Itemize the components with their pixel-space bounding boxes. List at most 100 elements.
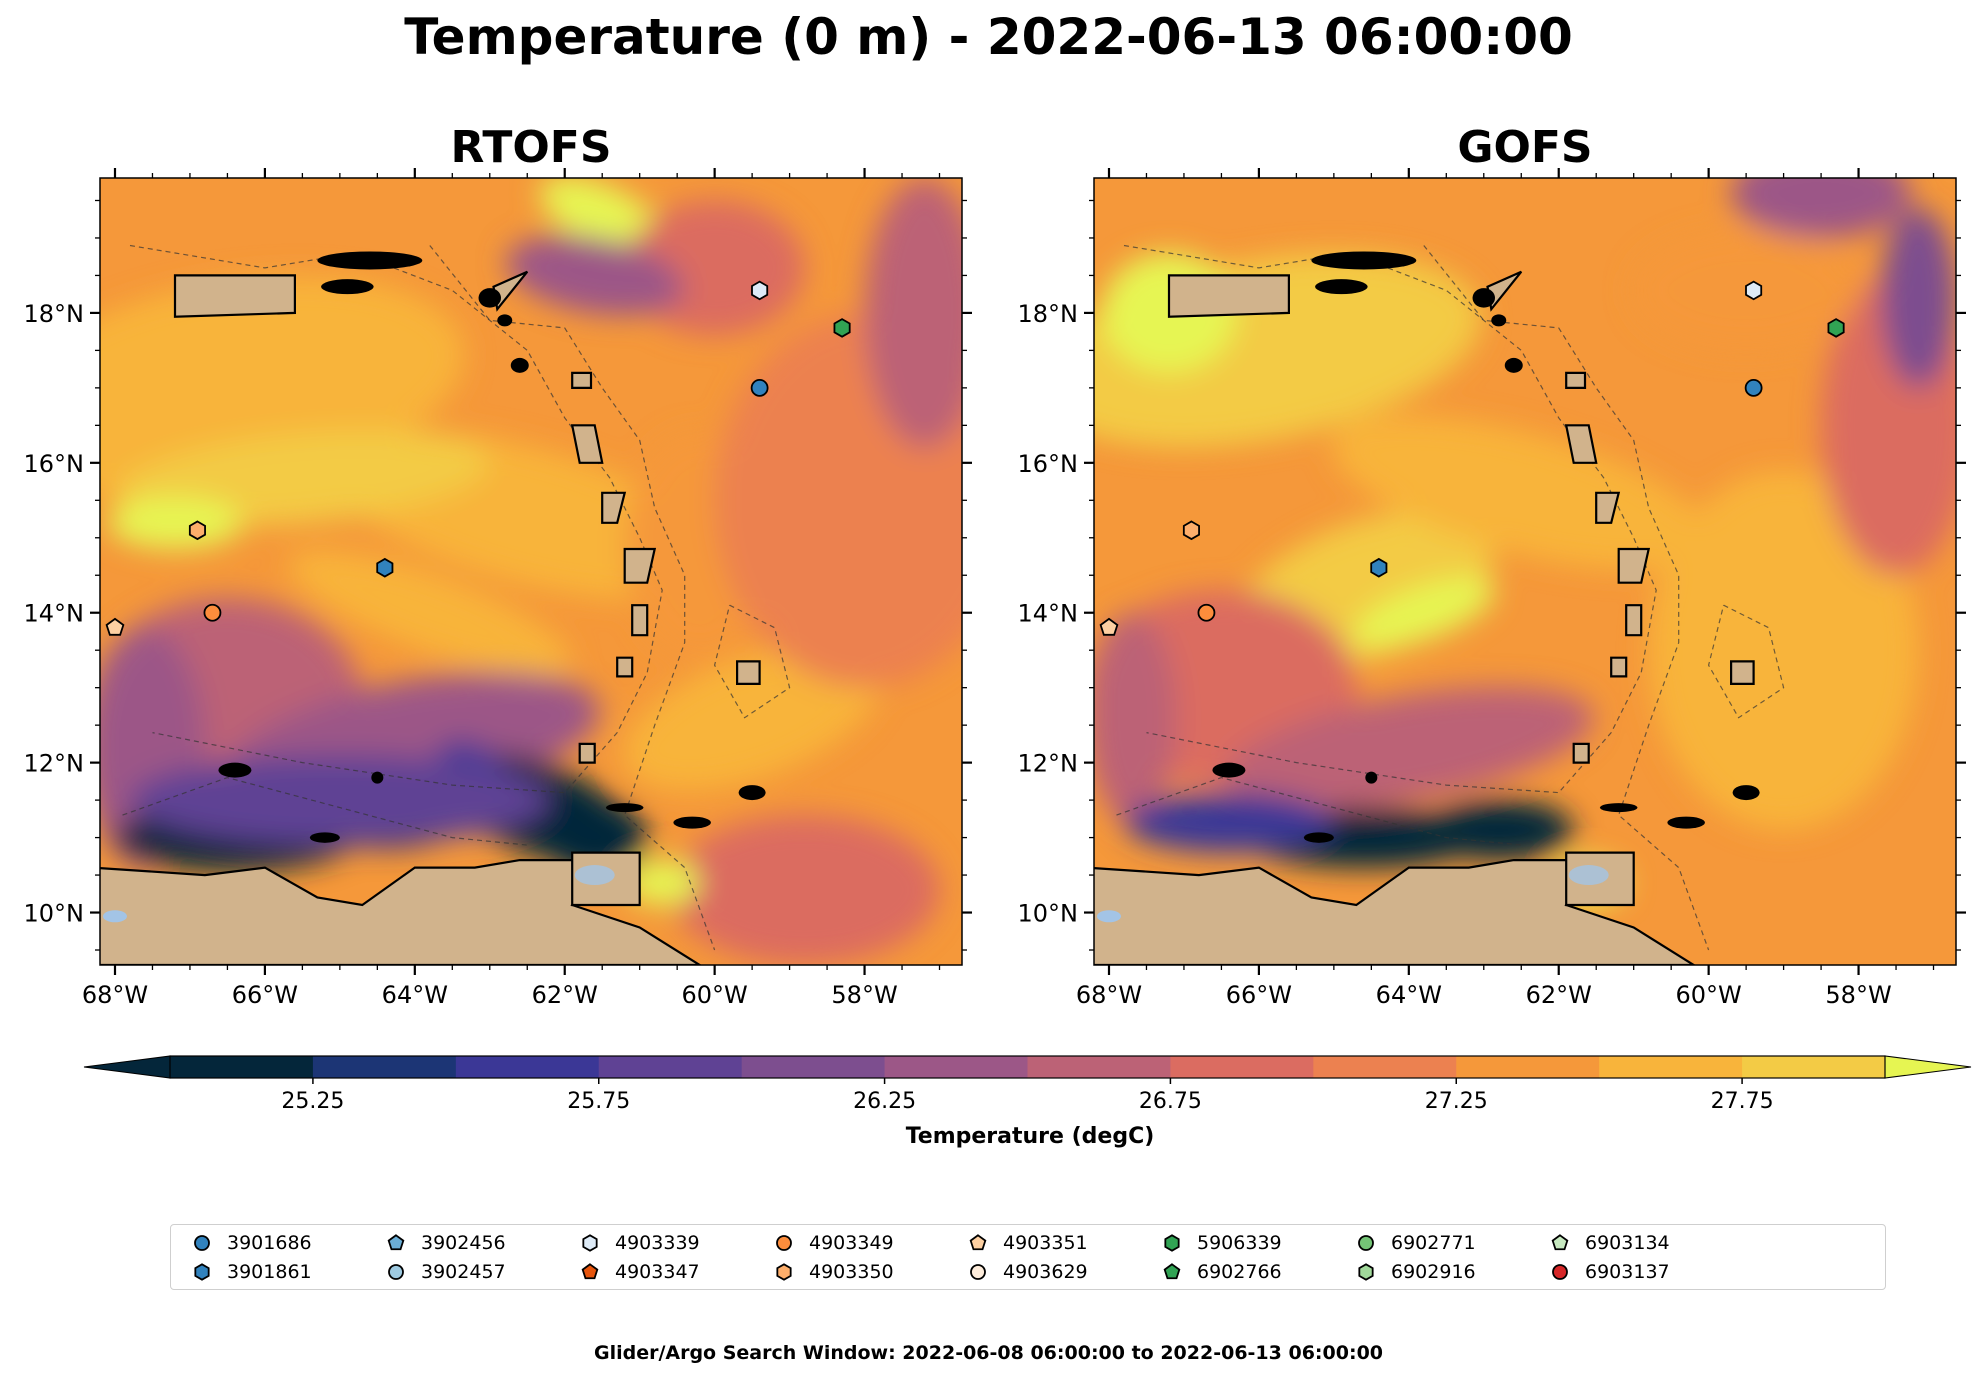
lat-tick-label: 14°N: [1018, 600, 1079, 628]
legend-item-5906339: 5906339: [1161, 1231, 1282, 1255]
legend-marker-icon: [194, 1235, 210, 1251]
float-marker-4903339: [751, 280, 769, 301]
lat-tick-label: 16°N: [24, 450, 85, 478]
legend-marker-6902766: [1163, 1263, 1181, 1280]
lon-tick-label: 58°W: [831, 981, 897, 1009]
colorbar-tick-label: 26.25: [853, 1089, 916, 1114]
legend-marker-3901686: [194, 1235, 210, 1251]
colorbar: 25.25 25.75 26.25 26.75 27.25 27.75: [83, 1055, 1972, 1114]
colorbar-extend-high: [1884, 1055, 1972, 1079]
colorbar-segment: [1599, 1056, 1743, 1078]
legend-label: 6902916: [1391, 1261, 1476, 1283]
legend-item-3901861: 3901861: [191, 1260, 312, 1284]
search-window-note: Glider/Argo Search Window: 2022-06-08 06…: [593, 1342, 1384, 1364]
temperature-field: [100, 178, 962, 965]
legend-label: 6903134: [1585, 1232, 1670, 1254]
axis-ticks: 68°W 66°W 64°W 62°W 60°W 58°W 10°N 12°N 14°N 16°N…: [24, 168, 972, 1009]
float-marker-4903339: [1745, 280, 1763, 301]
legend-marker-icon: [1551, 1234, 1569, 1251]
lon-tick-label: 60°W: [1676, 981, 1742, 1009]
legend-item-3901686: 3901686: [191, 1231, 312, 1255]
float-markers: [1099, 280, 1845, 636]
colorbar-tick-label: 26.75: [1139, 1089, 1202, 1114]
legend-marker-icon: [776, 1263, 792, 1281]
axis-ticks: 68°W 66°W 64°W 62°W 60°W 58°W 10°N 12°N 14°N 16°N…: [1018, 168, 1966, 1009]
legend-label: 4903347: [615, 1261, 700, 1283]
map-panel-gofs: 68°W 66°W 64°W 62°W 60°W 58°W 10°N 12°N 14°N 16°N…: [1018, 168, 1966, 1009]
colorbar-segment: [1313, 1056, 1457, 1078]
landmass: [100, 251, 766, 965]
colorbar-tick-label: 27.25: [1425, 1089, 1488, 1114]
landmass: [1094, 251, 1760, 965]
float-marker-3901861: [376, 557, 394, 578]
colorbar-label: Temperature (degC): [905, 1124, 1155, 1149]
legend-label: 4903339: [615, 1232, 700, 1254]
lat-tick-label: 12°N: [1018, 750, 1079, 778]
legend-label: 5906339: [1197, 1232, 1282, 1254]
lon-tick-label: 64°W: [382, 981, 448, 1009]
float-marker-5906339: [833, 318, 851, 338]
lat-tick-label: 10°N: [1018, 900, 1079, 928]
legend-marker-icon: [194, 1263, 210, 1281]
panel-title-gofs: GOFS: [1457, 122, 1593, 173]
float-marker-4903349: [1197, 603, 1216, 622]
float-marker-4903351: [105, 617, 125, 636]
legend-marker-icon: [1164, 1234, 1180, 1252]
lon-tick-label: 66°W: [1226, 981, 1292, 1009]
legend-label: 4903350: [809, 1261, 894, 1283]
legend-marker-5906339: [1164, 1234, 1180, 1252]
float-marker-4903350: [188, 520, 206, 541]
legend-marker-icon: [1358, 1263, 1374, 1281]
map-frame: [1093, 177, 1957, 966]
float-marker-4903351: [1099, 617, 1119, 636]
lon-tick-label: 68°W: [1076, 981, 1142, 1009]
legend-label: 4903349: [809, 1232, 894, 1254]
legend-marker-icon: [1552, 1264, 1568, 1280]
legend-item-6902771: 6902771: [1355, 1231, 1476, 1255]
colorbar-tick-label: 25.25: [281, 1089, 344, 1114]
figure-title: Temperature (0 m) - 2022-06-13 06:00:00: [404, 8, 1573, 66]
map-panel-rtofs: 68°W 66°W 64°W 62°W 60°W 58°W 10°N 12°N 14°N 16°N…: [24, 168, 972, 1009]
colorbar-segment: [598, 1056, 743, 1078]
legend-marker-3901861: [194, 1263, 210, 1281]
legend-marker-4903347: [581, 1263, 599, 1280]
legend-label: 3902457: [421, 1261, 506, 1283]
float-marker-4903350: [1182, 520, 1200, 541]
lon-tick-label: 68°W: [82, 981, 148, 1009]
lon-tick-label: 60°W: [682, 981, 748, 1009]
lat-tick-label: 16°N: [1018, 450, 1079, 478]
legend-item-4903349: 4903349: [773, 1231, 894, 1255]
float-markers: [105, 280, 851, 636]
legend-marker-6903134: [1551, 1234, 1569, 1251]
legend-marker-icon: [582, 1234, 598, 1252]
legend-marker-icon: [776, 1235, 792, 1251]
panel-title-rtofs: RTOFS: [450, 122, 612, 173]
legend-item-4903351: 4903351: [967, 1231, 1088, 1255]
lon-tick-label: 62°W: [1526, 981, 1592, 1009]
legend-marker-icon: [1358, 1235, 1374, 1251]
legend-marker-6902916: [1358, 1263, 1374, 1281]
lat-tick-label: 10°N: [24, 900, 85, 928]
legend-marker-icon: [969, 1234, 987, 1251]
legend-marker-icon: [581, 1263, 599, 1280]
legend-item-4903347: 4903347: [579, 1260, 700, 1284]
colorbar-tick-label: 27.75: [1711, 1089, 1774, 1114]
lon-tick-label: 64°W: [1376, 981, 1442, 1009]
temperature-field: [1094, 178, 1956, 965]
legend-item-6903134: 6903134: [1549, 1231, 1670, 1255]
lat-tick-label: 14°N: [24, 600, 85, 628]
legend-marker-4903351: [969, 1234, 987, 1251]
lat-tick-label: 18°N: [24, 300, 85, 328]
legend-item-4903629: 4903629: [967, 1260, 1088, 1284]
legend-marker-4903349: [776, 1235, 792, 1251]
legend-label: 4903629: [1003, 1261, 1088, 1283]
colorbar-segment: [741, 1056, 886, 1078]
legend-marker-3902457: [388, 1264, 404, 1280]
float-marker-3901686: [750, 378, 769, 397]
legend-label: 6903137: [1585, 1261, 1670, 1283]
legend-label: 3902456: [421, 1232, 506, 1254]
colorbar-segment: [1170, 1056, 1314, 1078]
colorbar-tick-label: 25.75: [567, 1089, 630, 1114]
colorbar-extend-low: [83, 1055, 171, 1079]
